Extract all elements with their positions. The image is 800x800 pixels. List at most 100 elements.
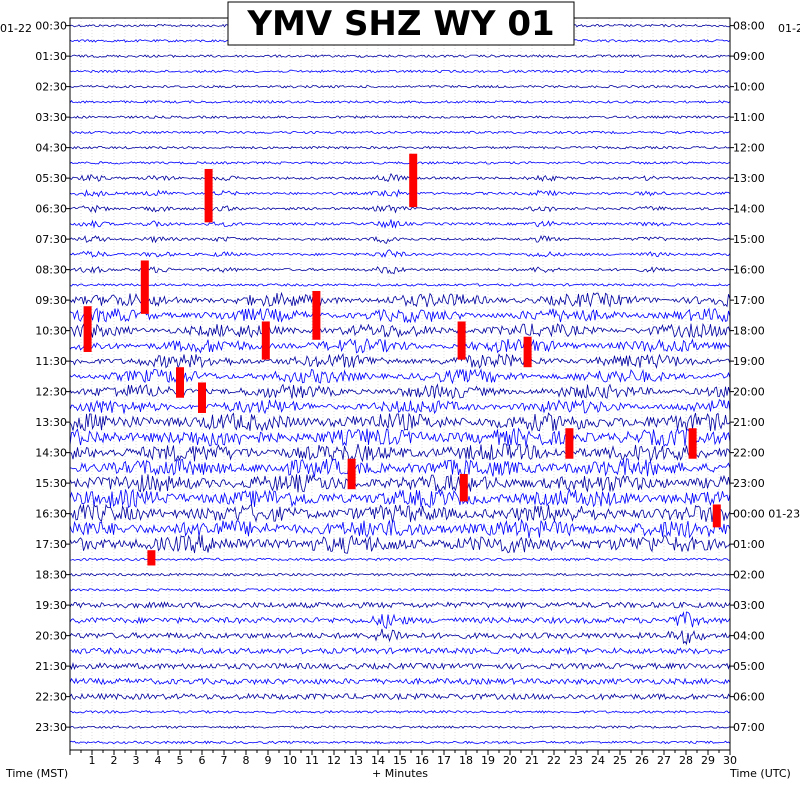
clipped-signal [347,458,356,490]
x-tick-label: 5 [177,754,184,767]
left-tick-label: 03:30 [35,111,67,124]
x-tick-label: 21 [525,754,539,767]
right-tick-label: 09:00 [733,50,765,63]
trace-row [69,628,731,646]
trace-row [69,709,731,714]
trace-row [69,412,731,432]
right-tick-label: 00:00 01-23 [733,508,800,521]
trace-row [69,145,731,150]
trace-row [69,266,731,275]
clipped-signal [459,473,468,502]
trace-row [69,725,731,729]
right-tick-label: 03:00 [733,599,765,612]
right-tick-label: 17:00 [733,294,765,307]
clipped-signal [457,321,466,360]
x-tick-label: 29 [701,754,715,767]
right-tick-label: 13:00 [733,172,765,185]
left-tick-label: 16:30 [35,508,67,521]
right-tick-label: 22:00 [733,447,765,460]
x-tick-label: 17 [437,754,451,767]
left-tick-label: 18:30 [35,569,67,582]
left-tick-label: 07:30 [35,233,67,246]
x-tick-label: 24 [591,754,605,767]
clipped-signal [176,367,184,398]
left-tick-label: 21:30 [35,660,67,673]
trace-row [69,69,731,74]
x-tick-label: 12 [327,754,341,767]
x-tick-label: 3 [133,754,140,767]
right-tick-label: 05:00 [733,660,765,673]
clipped-signal [565,428,574,459]
right-tick-label: 04:00 [733,630,765,643]
right-tick-label: 10:00 [733,81,765,94]
right-tick-label: 21:00 [733,416,765,429]
clipped-signal [83,306,92,352]
trace-row [69,557,731,562]
clipped-signal [204,168,213,223]
right-axis: 08:00 09:00 10:00 11:00 12:00 13:00 14:00 15:00… [730,20,800,734]
clipped-signal [712,504,721,528]
x-tick-label: 9 [265,754,272,767]
x-tick-label: 2 [111,754,118,767]
right-tick-label: 12:00 [733,142,765,155]
x-tick-label: 27 [657,754,671,767]
x-tick-label: 19 [481,754,495,767]
right-tick-label: 07:00 [733,721,765,734]
trace-row [69,692,731,701]
right-date-label: 01-2 [778,22,800,35]
left-tick-label: 14:30 [35,447,67,460]
left-tick-label: 11:30 [35,355,67,368]
left-tick-label: 22:30 [35,691,67,704]
trace-row [69,427,731,447]
x-axis: 1 2 3 4 5 6 7 8 9 10 11 12 13 14 15 16 17 18 19 20 21 22 23 24 2… [69,750,737,767]
clipped-signal [409,153,418,208]
left-tick-label: 09:30 [35,294,67,307]
trace-row [69,601,731,610]
right-tick-label: 19:00 [733,355,765,368]
left-axis: 00:30 01:30 02:30 03:30 04:30 05:30 06:30 07:30… [35,20,70,734]
right-tick-label: 06:00 [733,691,765,704]
left-tick-label: 20:30 [35,630,67,643]
right-tick-label: 15:00 [733,233,765,246]
trace-row [69,534,731,554]
left-axis-caption: Time (MST) [5,767,68,780]
right-tick-label: 20:00 [733,386,765,399]
left-tick-label: 10:30 [35,325,67,338]
clipped-signal [688,428,697,459]
clipped-signal [312,290,321,340]
left-tick-label: 06:30 [35,203,67,216]
clipped-signal [523,336,532,368]
right-tick-label: 18:00 [733,325,765,338]
trace-row [69,323,731,339]
title-box [227,1,575,46]
left-tick-label: 05:30 [35,172,67,185]
trace-row [69,84,731,89]
x-tick-label: 23 [569,754,583,767]
x-tick-label: 1 [89,754,96,767]
x-tick-label: 28 [679,754,693,767]
left-tick-label: 17:30 [35,538,67,551]
x-tick-label: 14 [371,754,385,767]
right-tick-label: 11:00 [733,111,765,124]
right-tick-label: 08:00 [733,20,765,33]
x-tick-label: 15 [393,754,407,767]
x-tick-label: 8 [243,754,250,767]
right-tick-label: 23:00 [733,477,765,490]
x-tick-label: 26 [635,754,649,767]
left-tick-label: 23:30 [35,721,67,734]
trace-row [69,572,731,577]
trace-row [69,740,731,745]
x-tick-label: 18 [459,754,473,767]
chart-title: YMV SHZ WY 01 [246,4,554,44]
left-date-label: 01-22 [0,22,32,35]
trace-row [69,352,731,369]
x-tick-label: 16 [415,754,429,767]
left-tick-label: 04:30 [35,142,67,155]
trace-row [69,458,731,477]
seismic-traces [69,23,731,745]
x-tick-label: 25 [613,754,627,767]
x-tick-label: 6 [199,754,206,767]
trace-row [69,399,731,415]
trace-row [69,291,731,308]
trace-row [69,188,731,198]
